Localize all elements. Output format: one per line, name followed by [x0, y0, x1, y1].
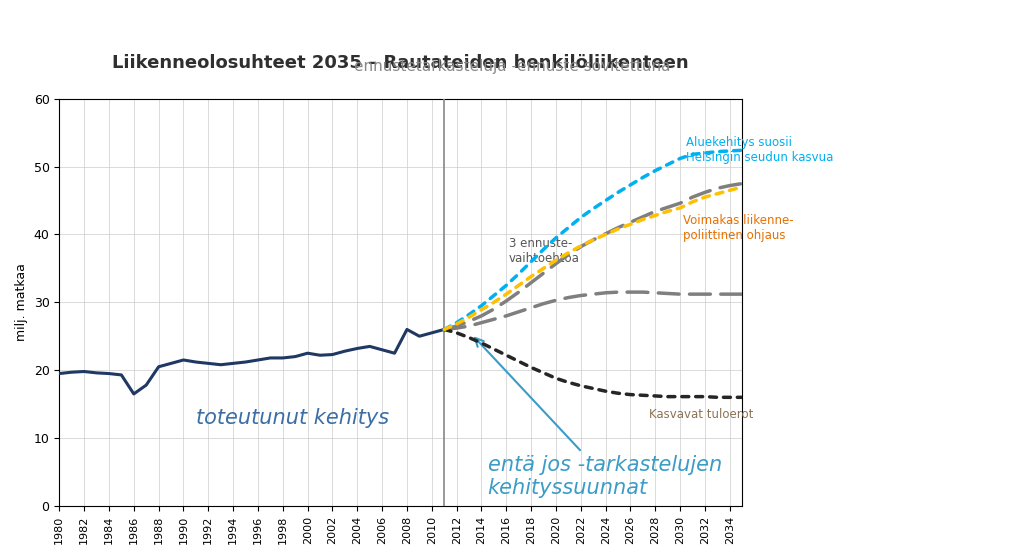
- Title: Liikenneolosuhteet 2035 – Rautateiden henkilöliikenteen: Liikenneolosuhteet 2035 – Rautateiden he…: [113, 54, 689, 72]
- Text: Aluekehitys suosii
Helsingin seudun kasvua: Aluekehitys suosii Helsingin seudun kasv…: [686, 136, 834, 164]
- Y-axis label: milj. matkaa: milj. matkaa: [15, 263, 28, 341]
- Text: Voimakas liikenne-
poliittinen ohjaus: Voimakas liikenne- poliittinen ohjaus: [683, 214, 794, 241]
- Text: entä jos -tarkastelujen
kehityssuunnat: entä jos -tarkastelujen kehityssuunnat: [475, 338, 722, 498]
- Text: ennustetarkasteluja -ennuste sovitettuna: ennustetarkasteluja -ennuste sovitettuna: [353, 59, 671, 74]
- Text: Kasvavat tuloerot: Kasvavat tuloerot: [649, 408, 754, 421]
- Text: 3 ennuste-
vaihtoehtoa: 3 ennuste- vaihtoehtoa: [509, 238, 580, 266]
- Text: toteutunut kehitys: toteutunut kehitys: [196, 408, 389, 428]
